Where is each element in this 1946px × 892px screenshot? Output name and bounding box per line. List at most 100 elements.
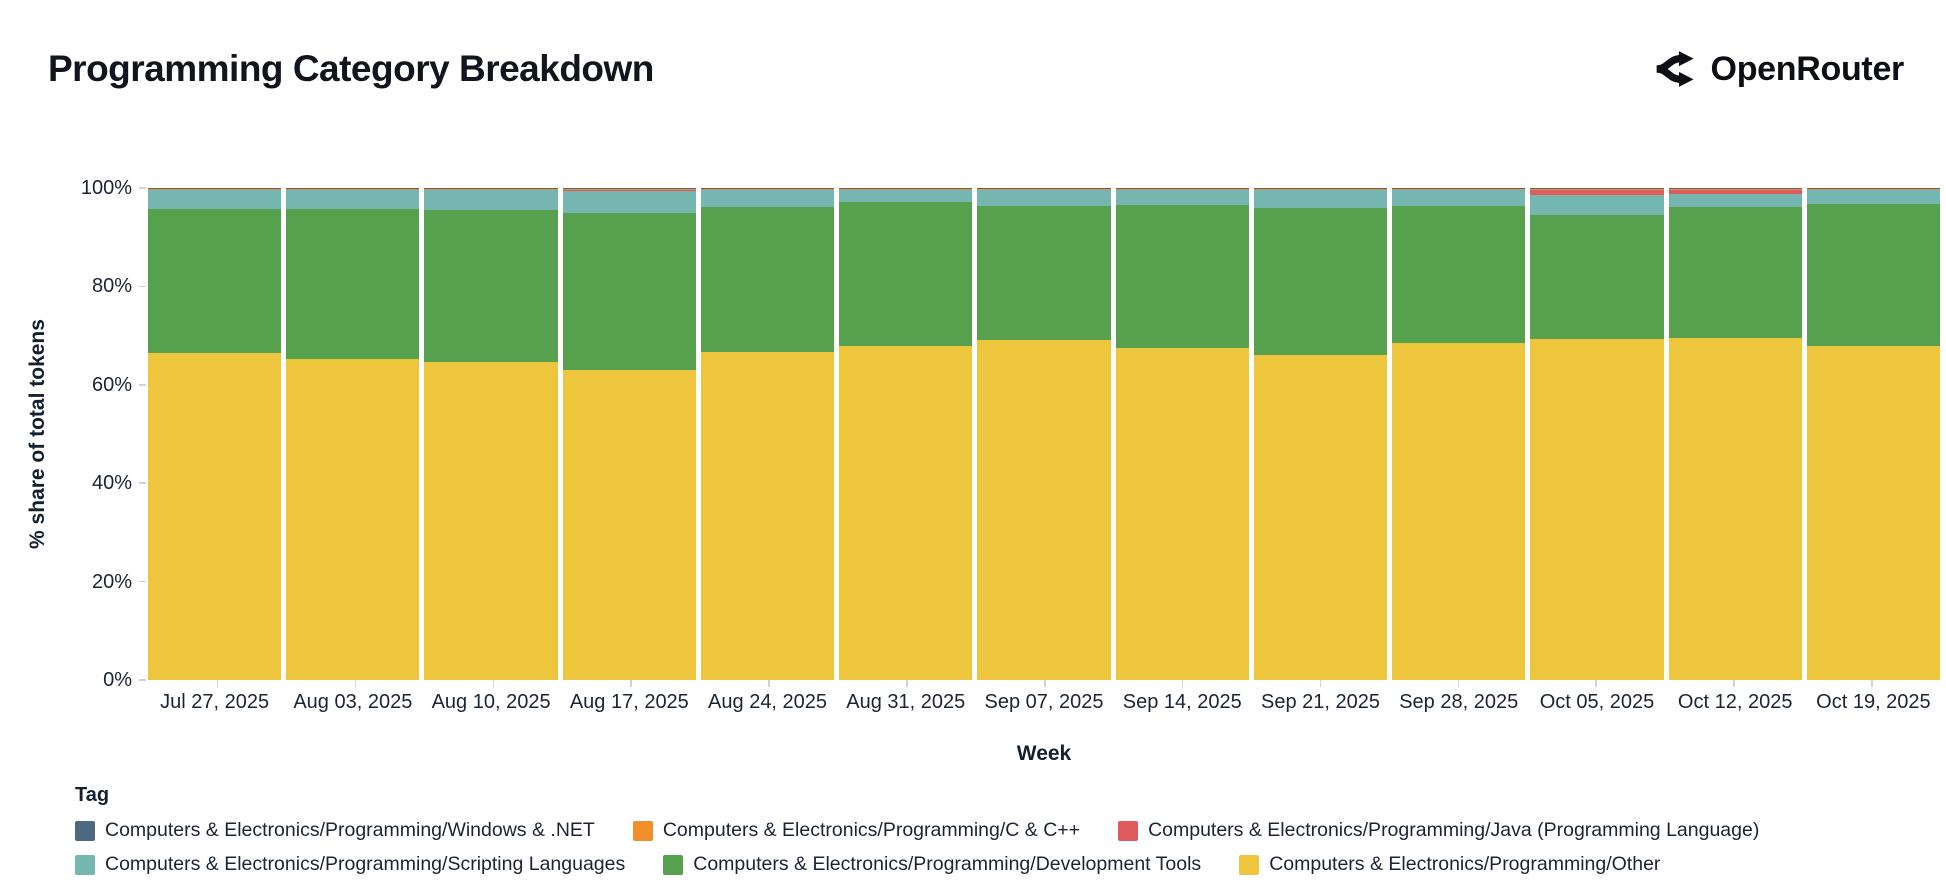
bar-segment[interactable]: [700, 190, 835, 208]
legend-item[interactable]: Computers & Electronics/Programming/C & …: [632, 819, 1081, 842]
bar: [1668, 188, 1802, 680]
y-tick-mark: [139, 679, 146, 681]
bar-segment[interactable]: [700, 188, 835, 190]
bar-segment[interactable]: [1115, 188, 1249, 190]
x-tick-mark: [906, 680, 908, 687]
bar-segment[interactable]: [286, 188, 420, 190]
legend-swatch-icon: [1239, 854, 1260, 875]
bar: [1392, 188, 1526, 680]
x-tick-mark: [1733, 680, 1735, 687]
bar-segment[interactable]: [977, 339, 1111, 680]
bar-segment[interactable]: [977, 190, 1111, 207]
bar-segment[interactable]: [1253, 354, 1388, 680]
bar-segment[interactable]: [1530, 195, 1664, 215]
bar-segment[interactable]: [424, 361, 558, 680]
legend-item[interactable]: Computers & Electronics/Programming/Deve…: [663, 853, 1201, 876]
bar-segment[interactable]: [839, 345, 973, 680]
y-tick-label: 20%: [91, 570, 132, 593]
bar-segment[interactable]: [1668, 190, 1802, 195]
x-tick-label: Oct 12, 2025: [1677, 691, 1793, 713]
bar-segment[interactable]: [1392, 188, 1526, 190]
y-tick-label: 100%: [80, 177, 132, 199]
bar-segment[interactable]: [1668, 194, 1802, 208]
legend-rows: Computers & Electronics/Programming/Wind…: [75, 819, 1759, 876]
bar-segment[interactable]: [562, 188, 696, 191]
bars: [148, 188, 1941, 680]
y-tick-label: 80%: [91, 275, 132, 298]
y-tick-label: 60%: [91, 373, 132, 396]
bar-segment[interactable]: [1392, 343, 1526, 680]
legend-item-label: Computers & Electronics/Programming/Othe…: [1269, 853, 1661, 875]
bar-segment[interactable]: [148, 190, 282, 209]
bar-segment[interactable]: [1806, 204, 1941, 347]
y-tick-mark: [139, 384, 146, 386]
bar-segment[interactable]: [1530, 188, 1664, 190]
bar-segment[interactable]: [1806, 346, 1941, 680]
bar: [1806, 188, 1941, 680]
bar: [562, 188, 696, 680]
bar-segment[interactable]: [1115, 204, 1249, 348]
y-axis-title: % share of total tokens: [26, 319, 49, 549]
brand: OpenRouter: [1651, 46, 1904, 92]
bar-segment[interactable]: [1530, 338, 1664, 680]
legend-item[interactable]: Computers & Electronics/Programming/Scri…: [75, 853, 625, 876]
bar-segment[interactable]: [700, 207, 835, 352]
x-tick-label: Jul 27, 2025: [160, 691, 270, 713]
legend-item[interactable]: Computers & Electronics/Programming/Wind…: [75, 819, 595, 842]
bar-segment[interactable]: [1668, 337, 1802, 680]
legend-item-label: Computers & Electronics/Programming/Wind…: [105, 819, 595, 841]
page-title: Programming Category Breakdown: [48, 48, 654, 89]
x-tick-mark: [492, 680, 495, 687]
x-tick-label: Aug 17, 2025: [569, 691, 689, 713]
bar-segment[interactable]: [839, 188, 973, 190]
bar-segment[interactable]: [1530, 190, 1664, 196]
legend-swatch-icon: [632, 820, 653, 841]
bar-segment[interactable]: [286, 190, 420, 210]
bar-segment[interactable]: [839, 190, 973, 203]
bar-segment[interactable]: [424, 210, 558, 362]
bar-segment[interactable]: [286, 209, 420, 360]
x-tick-mark: [1181, 680, 1184, 687]
bar-segment[interactable]: [1253, 190, 1388, 209]
openrouter-logo-icon: [1651, 46, 1697, 92]
bar-segment[interactable]: [839, 202, 973, 346]
bar-segment[interactable]: [424, 190, 558, 211]
x-tick-mark: [354, 680, 357, 687]
bar-segment[interactable]: [562, 190, 696, 213]
legend-item[interactable]: Computers & Electronics/Programming/Java…: [1118, 819, 1759, 842]
bar-segment[interactable]: [977, 188, 1111, 190]
bar-segment[interactable]: [148, 188, 282, 190]
legend-item-label: Computers & Electronics/Programming/C & …: [662, 819, 1081, 841]
legend-item-label: Computers & Electronics/Programming/Deve…: [693, 853, 1202, 875]
bar-segment[interactable]: [700, 351, 835, 680]
bar-segment[interactable]: [148, 353, 282, 680]
bar-segment[interactable]: [424, 188, 558, 190]
bar-segment[interactable]: [1115, 190, 1249, 205]
bar-segment[interactable]: [1115, 347, 1249, 680]
legend-swatch-icon: [75, 820, 95, 841]
bar-segment[interactable]: [148, 208, 282, 354]
legend-row: Computers & Electronics/Programming/Scri…: [75, 853, 1759, 876]
legend-swatch-icon: [1118, 820, 1139, 841]
bar-segment[interactable]: [1806, 189, 1941, 205]
bar-segment[interactable]: [1392, 205, 1526, 344]
bar: [1253, 188, 1388, 680]
bar-segment[interactable]: [1253, 208, 1388, 355]
bar-segment[interactable]: [1806, 188, 1941, 190]
y-tick-label: 40%: [91, 472, 132, 495]
bar-segment[interactable]: [562, 212, 696, 370]
bar-segment[interactable]: [286, 359, 420, 680]
bar-segment[interactable]: [977, 206, 1111, 340]
legend-item[interactable]: Computers & Electronics/Programming/Othe…: [1239, 853, 1660, 876]
brand-name: OpenRouter: [1710, 49, 1905, 88]
x-tick-label: Sep 21, 2025: [1260, 691, 1380, 713]
bar-segment[interactable]: [1668, 188, 1802, 190]
legend-swatch-icon: [75, 854, 95, 875]
bar-segment[interactable]: [1253, 188, 1388, 190]
bar-segment[interactable]: [562, 369, 696, 680]
bar-segment[interactable]: [1530, 214, 1664, 339]
bar-segment[interactable]: [1392, 190, 1526, 206]
bar-segment[interactable]: [1668, 207, 1802, 338]
x-axis-title: Week: [1016, 742, 1072, 765]
